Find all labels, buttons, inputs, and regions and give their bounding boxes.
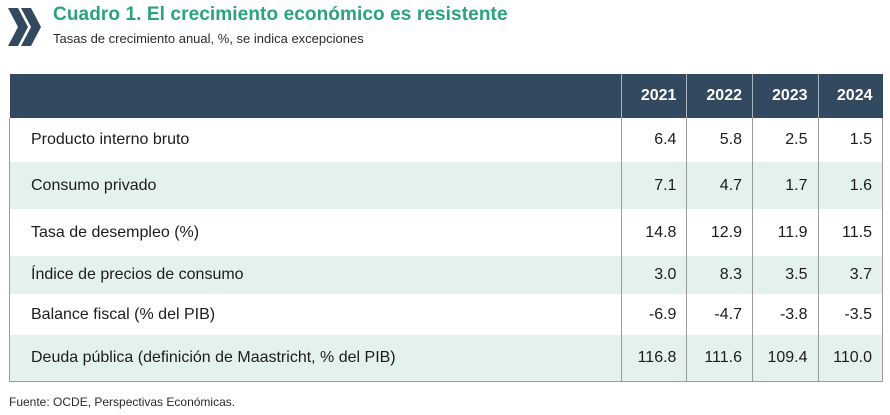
table-row: Índice de precios de consumo 3.0 8.3 3.5… — [9, 256, 884, 294]
column-header-2023: 2023 — [751, 74, 819, 118]
table-cell: 1.7 — [751, 162, 819, 209]
page-subtitle: Tasas de crecimiento anual, %, se indica… — [53, 31, 364, 46]
table-row: Producto interno bruto 6.4 5.8 2.5 1.5 — [9, 118, 884, 162]
table-cell: 3.5 — [751, 256, 819, 294]
table-row: Tasa de desempleo (%) 14.8 12.9 11.9 11.… — [9, 209, 884, 256]
table-cell: 5.8 — [686, 118, 753, 162]
table-cell: -3.8 — [751, 294, 819, 335]
table-cell: 111.6 — [686, 335, 753, 382]
oecd-chevron-logo-icon — [8, 8, 41, 46]
data-table: 2021 2022 2023 2024 Producto interno bru… — [9, 74, 884, 382]
table-cell: 14.8 — [620, 209, 687, 256]
table-cell: -4.7 — [686, 294, 753, 335]
table-cell: 110.0 — [817, 335, 884, 382]
row-label: Consumo privado — [9, 162, 622, 209]
table-row: Balance fiscal (% del PIB) -6.9 -4.7 -3.… — [9, 294, 884, 335]
table-cell: 12.9 — [686, 209, 753, 256]
row-label: Tasa de desempleo (%) — [9, 209, 622, 256]
table-cell: 8.3 — [686, 256, 753, 294]
table-cell: 1.5 — [817, 118, 884, 162]
data-table-container: 2021 2022 2023 2024 Producto interno bru… — [9, 74, 884, 382]
table-cell: -6.9 — [620, 294, 687, 335]
source-note: Fuente: OCDE, Perspectivas Económicas. — [9, 395, 236, 409]
row-label: Índice de precios de consumo — [9, 256, 622, 294]
table-cell: 2.5 — [751, 118, 819, 162]
table-cell: 1.6 — [817, 162, 884, 209]
table-cell: 4.7 — [686, 162, 753, 209]
column-header-2021: 2021 — [620, 74, 687, 118]
row-label: Balance fiscal (% del PIB) — [9, 294, 622, 335]
column-header-2022: 2022 — [686, 74, 753, 118]
table-cell: 7.1 — [620, 162, 687, 209]
table-cell: -3.5 — [817, 294, 884, 335]
row-label: Deuda pública (definición de Maastricht,… — [9, 335, 622, 382]
column-header-label — [9, 74, 622, 118]
table-cell: 109.4 — [751, 335, 819, 382]
row-label: Producto interno bruto — [9, 118, 622, 162]
table-cell: 3.0 — [620, 256, 687, 294]
table-cell: 3.7 — [817, 256, 884, 294]
table-cell: 11.5 — [817, 209, 884, 256]
page-title: Cuadro 1. El crecimiento económico es re… — [53, 4, 508, 25]
table-row: Consumo privado 7.1 4.7 1.7 1.6 — [9, 162, 884, 209]
table-cell: 6.4 — [620, 118, 687, 162]
column-header-2024: 2024 — [817, 74, 883, 118]
table-header-row: 2021 2022 2023 2024 — [9, 74, 883, 118]
table-cell: 11.9 — [751, 209, 819, 256]
table-row: Deuda pública (definición de Maastricht,… — [9, 335, 884, 382]
table-cell: 116.8 — [620, 335, 687, 382]
